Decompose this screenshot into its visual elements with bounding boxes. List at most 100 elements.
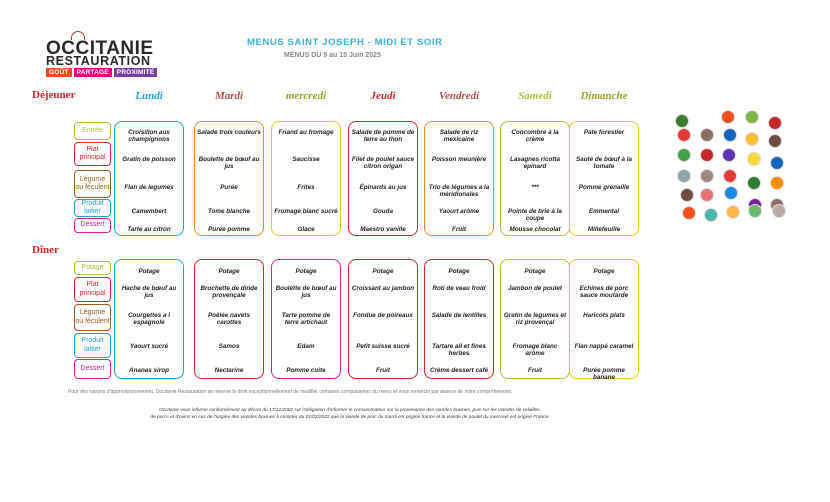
lunch-dish: Glace (297, 226, 315, 233)
dinner-dish: Echines de porc sauce moutarde (579, 285, 629, 300)
dinner-dish: Fondue de poireaux (353, 312, 413, 319)
lunch-dish: Salade trois couleurs (197, 129, 261, 136)
label-badge (745, 132, 759, 146)
legal-line: de porcs et d'ovins en sus de l'origine … (150, 415, 550, 420)
label-badge (748, 204, 762, 218)
lunch-dish: Filet de poulet sauce citron origan (351, 156, 415, 171)
dinner-dish: Potage (372, 268, 394, 275)
dinner-dish: Haricots plats (583, 312, 625, 319)
lunch-dish: *** (531, 184, 539, 191)
lunch-dish: Frites (297, 184, 315, 191)
dinner-dish: Potage (524, 268, 546, 275)
lunch-dish: Boulette de bœuf au jus (198, 156, 260, 171)
lunch-label: Déjeuner (32, 89, 76, 101)
lunch-dish: Gouda (373, 208, 393, 215)
chef-hat-icon (71, 31, 85, 40)
dinner-dish: Fromage blanc arôme (512, 343, 558, 358)
day-header-2: mercredi (285, 90, 327, 102)
lunch-dish: Mousse chocolat (509, 226, 561, 233)
dinner-category: Produit laitier (74, 333, 111, 358)
label-badge (677, 128, 691, 142)
label-badge (700, 169, 714, 183)
lunch-category: Plat principal (74, 142, 111, 166)
day-header-1: Mardi (214, 90, 244, 102)
dinner-dish: Potage (218, 268, 240, 275)
lunch-day-box: Friand au fromage Saucisse Frites Fromage b… (271, 121, 341, 236)
legal-line: Occitanie vous informe conformément au d… (158, 408, 542, 413)
lunch-dish: Épinards au jus (359, 184, 407, 191)
label-badge (680, 188, 694, 202)
day-header-5: Samedi (518, 90, 552, 102)
dinner-dish: Nectarine (214, 367, 244, 374)
label-badge (682, 206, 696, 220)
lunch-dish: Maestro vanille (360, 226, 406, 233)
label-badge (723, 128, 737, 142)
label-badge (724, 186, 738, 200)
lunch-dish: Tome blanche (207, 208, 251, 215)
day-header-3: Jeudi (370, 90, 396, 102)
lunch-dish: Pomme grenaille (578, 184, 630, 191)
dinner-dish: Yaourt sucré (129, 343, 169, 350)
dinner-dish: Purée pomme banane (583, 367, 625, 382)
dinner-dish: Petit suisse sucré (356, 343, 410, 350)
dinner-day-box: Potage Hache de bœuf au jus Courgettes a l… (114, 259, 184, 379)
dinner-dish: Salade de lentilles (431, 312, 487, 319)
lunch-dish: Flan de legumes (124, 184, 174, 191)
dinner-label: Dîner (32, 244, 59, 256)
logo-tag: GOÛT (46, 68, 72, 77)
label-badge (772, 204, 786, 218)
day-header-6: Dimanche (580, 90, 628, 102)
logo-tag: PROXIMITÉ (113, 68, 158, 77)
dinner-dish: Croissant au jambon (351, 285, 415, 292)
dinner-dish: Ananas sirop (129, 367, 169, 374)
dinner-dish: Poêlée navets carottes (207, 312, 250, 327)
dinner-dish: Crème dessert café (429, 367, 489, 374)
day-header-0: Lundi (135, 90, 163, 102)
dinner-day-box: Potage Brochette de dinde provençale Poêlé… (194, 259, 264, 379)
dinner-category: Potage (74, 261, 111, 275)
lunch-dish: Trio de légumes a la méridionales (428, 184, 490, 199)
dinner-category: Dessert (74, 359, 111, 379)
dinner-dish: Pomme cuite (286, 367, 326, 374)
lunch-dish: Fruit (452, 226, 466, 233)
label-badge (747, 176, 761, 190)
dinner-day-box: Potage Jambon de poulet Gratin de legumes … (500, 259, 570, 379)
dinner-dish: Tarte pomme de terre artichaut (281, 312, 331, 327)
dinner-dish: Jambon de poulet (508, 285, 562, 292)
lunch-dish: Pate forestier (583, 129, 625, 136)
lunch-dish: Millefeuille (587, 226, 621, 233)
lunch-dish: Salade de riz mexicaine (439, 129, 479, 144)
label-badge (768, 116, 782, 130)
dinner-dish: Potage (448, 268, 470, 275)
logo-tagline: GOÛT PARTAGE PROXIMITÉ (46, 68, 158, 77)
lunch-dish: Fromage blanc sucré (274, 208, 338, 215)
lunch-dish: Sauté de bœuf à la tomate (576, 156, 632, 171)
lunch-dish: Croisillon aux champignons (128, 129, 170, 144)
dinner-dish: Hache de bœuf au jus (121, 285, 177, 300)
label-badge (745, 110, 759, 124)
label-badge (722, 148, 736, 162)
dinner-dish: Tartare all et fines herbes (432, 343, 486, 358)
lunch-category: Produit laitier (74, 199, 111, 217)
label-badge (721, 110, 735, 124)
lunch-dish: Lasagnes ricotta épinard (509, 156, 561, 171)
logo-tag: PARTAGE (73, 68, 112, 77)
dinner-dish: Potage (295, 268, 317, 275)
dinner-day-box: Potage Croissant au jambon Fondue de poire… (348, 259, 418, 379)
dinner-dish: Potage (593, 268, 615, 275)
lunch-dish: Pointe de brie à la coupe (508, 208, 562, 223)
dinner-dish: Edam (297, 343, 315, 350)
page-title: MENUS SAINT JOSEPH - MIDI ET SOIR (247, 37, 443, 48)
label-badge (677, 169, 691, 183)
dinner-dish: Courgettes a l espagnole (128, 312, 170, 327)
lunch-dish: Gratin de poisson (122, 156, 176, 163)
label-badge (700, 148, 714, 162)
lunch-dish: Concombre à la crème (511, 129, 559, 144)
dinner-day-box: Potage Boulette de bœuf au jus Tarte pomme… (271, 259, 341, 379)
lunch-day-box: Croisillon aux champignons Gratin de pois… (114, 121, 184, 236)
page-subtitle: MENUS DU 9 au 15 Juin 2025 (284, 52, 381, 59)
day-header-4: Vendredi (438, 90, 480, 102)
label-badge (704, 208, 718, 222)
lunch-dish: Purée pomme (208, 226, 250, 233)
label-badge (770, 156, 784, 170)
